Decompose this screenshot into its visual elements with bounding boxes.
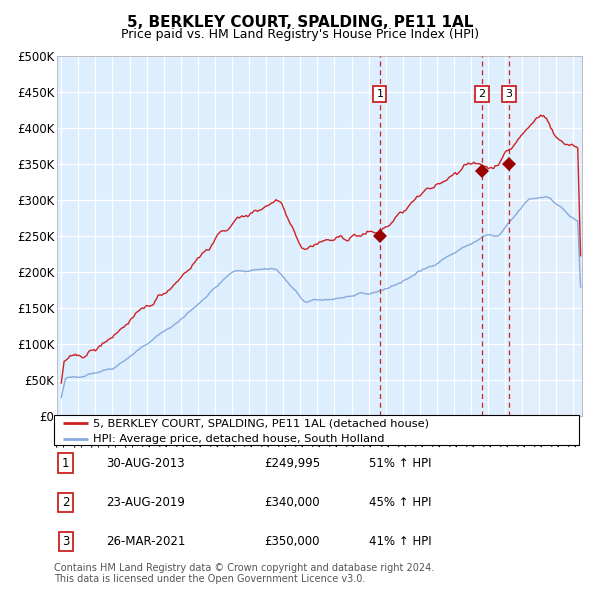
Text: 41% ↑ HPI: 41% ↑ HPI xyxy=(369,535,431,548)
Text: This data is licensed under the Open Government Licence v3.0.: This data is licensed under the Open Gov… xyxy=(54,574,365,584)
Text: 26-MAR-2021: 26-MAR-2021 xyxy=(107,535,186,548)
Text: 23-AUG-2019: 23-AUG-2019 xyxy=(107,496,185,509)
Text: HPI: Average price, detached house, South Holland: HPI: Average price, detached house, Sout… xyxy=(94,434,385,444)
Text: 45% ↑ HPI: 45% ↑ HPI xyxy=(369,496,431,509)
Bar xyxy=(509,56,582,416)
Text: 30-AUG-2013: 30-AUG-2013 xyxy=(107,457,185,470)
Text: 2: 2 xyxy=(478,89,485,99)
Text: 1: 1 xyxy=(376,89,383,99)
Text: 2: 2 xyxy=(62,496,70,509)
Text: 3: 3 xyxy=(62,535,69,548)
Text: 51% ↑ HPI: 51% ↑ HPI xyxy=(369,457,431,470)
Text: 5, BERKLEY COURT, SPALDING, PE11 1AL (detached house): 5, BERKLEY COURT, SPALDING, PE11 1AL (de… xyxy=(94,418,430,428)
Text: Price paid vs. HM Land Registry's House Price Index (HPI): Price paid vs. HM Land Registry's House … xyxy=(121,28,479,41)
FancyBboxPatch shape xyxy=(54,415,579,445)
Text: 3: 3 xyxy=(506,89,512,99)
Text: £350,000: £350,000 xyxy=(264,535,320,548)
Text: Contains HM Land Registry data © Crown copyright and database right 2024.: Contains HM Land Registry data © Crown c… xyxy=(54,562,434,572)
Text: 5, BERKLEY COURT, SPALDING, PE11 1AL: 5, BERKLEY COURT, SPALDING, PE11 1AL xyxy=(127,15,473,30)
Text: £249,995: £249,995 xyxy=(264,457,320,470)
Text: £340,000: £340,000 xyxy=(264,496,320,509)
Text: 1: 1 xyxy=(62,457,70,470)
